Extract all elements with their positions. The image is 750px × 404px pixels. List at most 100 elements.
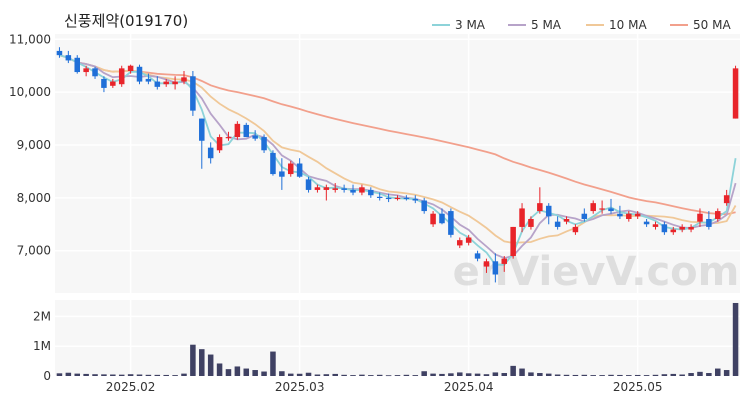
x-tick-label: 2025.04: [444, 380, 494, 394]
volume-bar: [652, 374, 659, 376]
volume-bar: [65, 372, 72, 376]
candle-body: [270, 152, 276, 175]
candle-body: [216, 137, 223, 151]
volume-bar: [634, 374, 641, 376]
volume-bar: [190, 344, 196, 376]
volume-bar: [501, 373, 508, 376]
candle-body: [172, 81, 178, 85]
candle-body: [643, 221, 650, 225]
volume-bar: [127, 374, 134, 376]
volume-bar: [385, 375, 392, 377]
volume-bar: [617, 374, 623, 376]
volume-bar: [581, 374, 588, 376]
candle-body: [127, 65, 134, 71]
volume-bar: [457, 372, 463, 376]
volume-bar: [145, 374, 152, 376]
candle-body: [368, 189, 374, 196]
volume-bar: [279, 371, 285, 376]
candle-body: [510, 226, 516, 256]
candle-body: [323, 187, 330, 190]
candle-body: [626, 213, 632, 219]
x-tick-label: 2025.05: [613, 380, 663, 394]
candle-body: [563, 219, 570, 222]
volume-bar: [448, 373, 454, 376]
price-panel-bg: [55, 34, 740, 293]
volume-bar: [626, 375, 632, 376]
candle-body: [190, 76, 196, 111]
volume-bar: [554, 374, 561, 376]
volume-bar: [697, 371, 703, 376]
candle-body: [65, 55, 72, 61]
volume-bar: [519, 368, 525, 376]
volume-bar: [412, 375, 419, 376]
candle-body: [537, 203, 543, 212]
volume-bar: [261, 371, 267, 376]
candle-body: [599, 208, 605, 210]
candle-body: [154, 81, 161, 87]
candle-body: [225, 137, 232, 139]
legend-label: 50 MA: [693, 18, 731, 32]
candle-body: [652, 224, 659, 227]
volume-bar: [670, 373, 677, 376]
volume-bar: [732, 302, 739, 376]
candle-body: [199, 118, 205, 141]
volume-bar: [252, 370, 258, 376]
candle-body: [732, 68, 739, 119]
volume-bar: [688, 373, 694, 376]
volume-bar: [528, 372, 534, 376]
candle-body: [545, 205, 552, 217]
volume-bar: [83, 373, 89, 376]
volume-tick-label: 1M: [33, 339, 51, 353]
candle-body: [421, 200, 427, 212]
volume-bar: [350, 375, 356, 376]
volume-bar: [216, 363, 223, 376]
volume-bar: [483, 374, 490, 376]
volume-bar: [465, 373, 472, 376]
volume-bar: [537, 373, 543, 376]
candle-body: [670, 229, 677, 233]
volume-bar: [394, 375, 401, 376]
volume-bar: [430, 373, 436, 376]
y-tick-label: 8,000: [17, 191, 51, 205]
candle-body: [110, 81, 116, 86]
candle-body: [394, 197, 401, 200]
volume-bar: [563, 374, 570, 376]
candle-body: [252, 135, 258, 139]
candle-body: [688, 226, 694, 230]
volume-bar: [56, 373, 63, 376]
volume-bar: [679, 374, 685, 376]
candle-body: [501, 258, 508, 264]
candle-body: [608, 208, 614, 212]
ma-line-10: [59, 54, 737, 244]
x-tick-label: 2025.03: [275, 380, 325, 394]
candle-body: [706, 219, 712, 227]
volume-bar: [643, 375, 650, 376]
candle-body: [243, 124, 250, 138]
candle-body: [715, 211, 721, 219]
volume-bar: [332, 373, 338, 376]
volume-bar: [234, 366, 241, 376]
volume-bar: [608, 374, 614, 376]
volume-bar: [314, 374, 321, 376]
candle-body: [403, 197, 410, 200]
candle-body: [118, 68, 125, 85]
candle-body: [341, 188, 347, 190]
candle-body: [448, 211, 454, 235]
candle-body: [314, 187, 321, 190]
volume-bar: [92, 374, 98, 376]
volume-bar: [359, 374, 365, 376]
volume-bar: [305, 372, 312, 376]
y-tick-label: 7,000: [17, 244, 51, 258]
volume-bar: [323, 374, 330, 376]
candle-body: [465, 237, 472, 243]
volume-bar: [421, 371, 427, 376]
volume-bar: [599, 375, 605, 376]
candle-body: [492, 261, 499, 275]
candle-body: [412, 198, 419, 201]
volume-bar: [270, 351, 276, 376]
candle-body: [679, 226, 685, 230]
candle-body: [581, 213, 588, 219]
candle-body: [590, 203, 596, 212]
candle-body: [234, 123, 241, 138]
